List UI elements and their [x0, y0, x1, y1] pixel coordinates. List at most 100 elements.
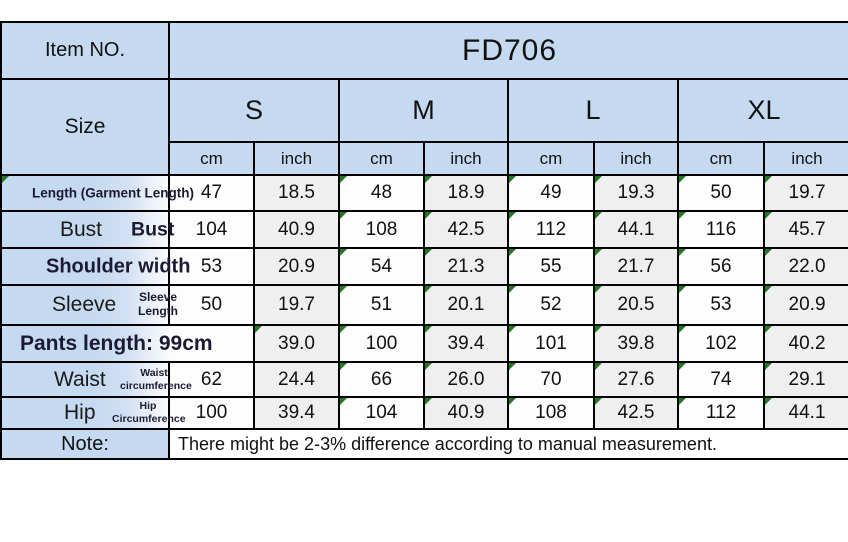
- row-label-bust: Bust Bust: [0, 210, 174, 249]
- size-chart-table: Item NO. FD706 Size S M L XL cm inch cm …: [0, 21, 848, 460]
- error-indicator-icon: [679, 249, 686, 256]
- value-cell: 51: [338, 284, 425, 326]
- item-no-label: Item NO.: [0, 21, 170, 80]
- error-indicator-icon: [425, 249, 432, 256]
- row-label-overlay: Waist circumference: [120, 366, 192, 392]
- value-cell: 70: [507, 361, 595, 398]
- error-indicator-icon: [340, 363, 347, 370]
- value-cell: 74: [677, 361, 765, 398]
- error-indicator-icon: [340, 326, 347, 333]
- table-row-pants: Pants length: 99cm 39.0 100 39.4 101 39.…: [0, 324, 848, 363]
- value-cell: 40.9: [253, 210, 340, 249]
- row-label-text: Sleeve: [52, 293, 117, 316]
- size-header-row: Size S M L XL: [0, 78, 848, 176]
- row-label-pants: Pants length: 99cm: [0, 324, 213, 363]
- unit-header-inch: inch: [423, 141, 509, 176]
- value-cell: 40.2: [762, 324, 848, 363]
- row-label-text: Waist: [54, 367, 106, 391]
- error-indicator-icon: [595, 212, 602, 219]
- value-cell: 100: [338, 324, 425, 363]
- value-cell: 47: [168, 174, 255, 212]
- error-indicator-icon: [255, 326, 262, 333]
- value-cell: 56: [677, 247, 765, 286]
- value-cell: 53: [168, 247, 255, 286]
- row-label-text: Bust: [60, 217, 103, 241]
- unit-header-row: cm inch cm inch cm inch cm inch: [1, 141, 848, 176]
- value-cell: 20.1: [423, 284, 509, 326]
- item-no-value: FD706: [167, 21, 848, 80]
- value-cell: 18.9: [423, 174, 509, 212]
- size-group-xl: XL: [676, 78, 848, 143]
- row-label-text: Length (Garment Length): [32, 185, 194, 201]
- error-indicator-icon: [595, 176, 602, 183]
- value-cell: 104: [338, 396, 425, 430]
- error-indicator-icon: [509, 176, 516, 183]
- error-indicator-icon: [340, 249, 347, 256]
- error-indicator-icon: [595, 363, 602, 370]
- value-cell: 101: [507, 324, 595, 363]
- value-cell: 39.0: [253, 324, 340, 363]
- value-cell: 100: [168, 396, 255, 430]
- row-label-hip: Hip Hip Circumference: [0, 396, 186, 430]
- size-group-m: M: [338, 78, 509, 143]
- error-indicator-icon: [765, 326, 772, 333]
- error-indicator-icon: [679, 212, 686, 219]
- error-indicator-icon: [679, 286, 686, 293]
- value-cell: 50: [677, 174, 765, 212]
- error-indicator-icon: [425, 363, 432, 370]
- value-cell: 42.5: [423, 210, 509, 249]
- value-cell: 45.7: [762, 210, 848, 249]
- value-cell: 53: [677, 284, 765, 326]
- table-row-length: Length (Garment Length) 47 18.5 48 18.9 …: [0, 174, 848, 212]
- row-label-waist: Waist Waist circumference: [0, 361, 192, 398]
- value-cell: 62: [168, 361, 255, 398]
- error-indicator-icon: [679, 176, 686, 183]
- unit-header-cm: cm: [338, 141, 425, 176]
- value-cell: 112: [677, 396, 765, 430]
- value-cell: 20.9: [253, 247, 340, 286]
- value-cell: 19.7: [253, 284, 340, 326]
- error-indicator-icon: [679, 398, 686, 405]
- unit-header-inch: inch: [253, 141, 340, 176]
- error-indicator-icon: [765, 212, 772, 219]
- value-cell: 55: [507, 247, 595, 286]
- error-indicator-icon: [509, 398, 516, 405]
- row-label-text: Shoulder width: [46, 255, 191, 277]
- error-indicator-icon: [595, 326, 602, 333]
- value-cell: 39.4: [253, 396, 340, 430]
- unit-header-cm: cm: [507, 141, 595, 176]
- unit-header-inch: inch: [762, 141, 848, 176]
- error-indicator-icon: [509, 363, 516, 370]
- table-row-waist: Waist Waist circumference 62 24.4 66 26.…: [0, 361, 848, 398]
- value-cell: 42.5: [593, 396, 679, 430]
- value-cell: 24.4: [253, 361, 340, 398]
- error-indicator-icon: [765, 286, 772, 293]
- value-cell: 22.0: [762, 247, 848, 286]
- value-cell: 102: [677, 324, 765, 363]
- error-indicator-icon: [765, 363, 772, 370]
- value-cell: 39.4: [423, 324, 509, 363]
- error-indicator-icon: [509, 286, 516, 293]
- error-indicator-icon: [425, 286, 432, 293]
- value-cell: 21.7: [593, 247, 679, 286]
- error-indicator-icon: [340, 176, 347, 183]
- error-indicator-icon: [509, 326, 516, 333]
- error-indicator-icon: [679, 326, 686, 333]
- error-indicator-icon: [340, 212, 347, 219]
- value-cell: 66: [338, 361, 425, 398]
- error-indicator-icon: [595, 286, 602, 293]
- value-cell: 116: [677, 210, 765, 249]
- error-indicator-icon: [425, 176, 432, 183]
- value-cell: 108: [507, 396, 595, 430]
- error-indicator-icon: [509, 212, 516, 219]
- value-cell: 39.8: [593, 324, 679, 363]
- error-indicator-icon: [679, 363, 686, 370]
- value-cell: 40.9: [423, 396, 509, 430]
- note-label: Note:: [0, 428, 170, 460]
- value-cell: 48: [338, 174, 425, 212]
- value-cell: 49: [507, 174, 595, 212]
- item-no-row: Item NO. FD706: [0, 21, 848, 80]
- unit-header-cm: cm: [677, 141, 765, 176]
- value-cell: 44.1: [762, 396, 848, 430]
- error-indicator-icon: [425, 212, 432, 219]
